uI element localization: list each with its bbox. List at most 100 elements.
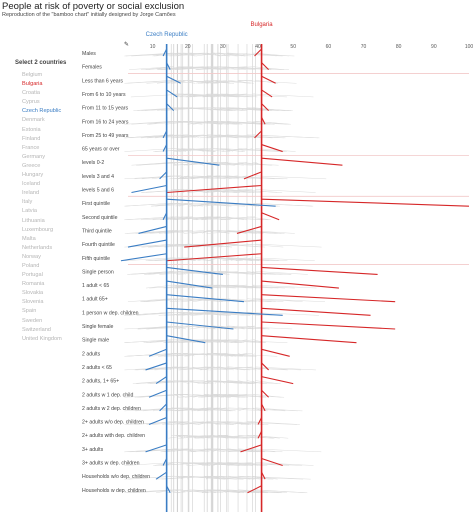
bg-country-stem (167, 312, 212, 316)
bg-country-stem (190, 175, 213, 180)
country-item-greece[interactable]: Greece (22, 162, 41, 169)
bulgaria-value-stem (166, 184, 262, 194)
bg-country-stem (255, 161, 262, 166)
bg-country-stem (226, 325, 237, 330)
country-item-denmark[interactable]: Denmark (22, 117, 45, 124)
bg-country-stem (238, 475, 311, 480)
bg-country-stem (207, 448, 258, 453)
bg-country-stem (177, 312, 250, 316)
czech-republic-value-stem (166, 266, 223, 275)
category-label: 3+ adults w dep. children (82, 461, 140, 467)
country-item-hungary[interactable]: Hungary (22, 172, 44, 179)
country-item-latvia[interactable]: Latvia (22, 208, 37, 215)
bulgaria-value-stem (254, 130, 262, 139)
bg-country-stem (124, 257, 174, 261)
category-label: From 11 to 15 years (82, 106, 128, 112)
country-item-netherlands[interactable]: Netherlands (22, 244, 53, 251)
czech-republic-value-stem (162, 458, 168, 466)
bg-country-stem (195, 80, 208, 84)
category-label: Fourth quintile (82, 242, 115, 248)
country-item-luxembourg[interactable]: Luxembourg (22, 226, 54, 233)
country-item-lithuania[interactable]: Lithuania (22, 217, 45, 224)
bg-country-stem (255, 257, 315, 261)
bg-country-stem (195, 66, 256, 70)
bg-country-stem (246, 216, 271, 221)
country-item-poland[interactable]: Poland (22, 262, 40, 269)
country-item-ireland[interactable]: Ireland (22, 190, 40, 197)
x-tick-label: 30 (220, 44, 226, 50)
bg-country-stem (153, 462, 178, 466)
bg-country-stem (188, 475, 244, 480)
bg-country-stem (228, 257, 288, 261)
bg-country-stem (207, 421, 249, 425)
czech-republic-value-stem (145, 362, 167, 371)
bg-country-stem (171, 66, 218, 70)
bg-country-stem (211, 394, 256, 398)
country-item-germany[interactable]: Germany (22, 153, 46, 160)
country-item-croatia[interactable]: Croatia (22, 90, 41, 97)
bulgaria-value-stem (261, 403, 266, 412)
country-item-slovakia[interactable]: Slovakia (22, 290, 44, 297)
bulgaria-value-stem (257, 417, 263, 425)
bg-country-stem (207, 121, 220, 125)
bg-country-stem (224, 353, 253, 357)
bg-country-stem (207, 366, 251, 371)
bg-country-stem (169, 298, 212, 302)
category-label: 1 adult 65+ (82, 297, 108, 303)
bg-country-stem (177, 339, 243, 343)
country-item-italy[interactable]: Italy (22, 199, 33, 206)
category-label: Males (82, 51, 96, 57)
country-item-iceland[interactable]: Iceland (22, 181, 41, 188)
bg-country-stem (211, 148, 244, 152)
bg-country-stem (182, 189, 208, 193)
bg-country-stem (252, 475, 278, 480)
bg-country-stem (228, 121, 240, 125)
country-item-spain[interactable]: Spain (22, 308, 37, 315)
bg-country-stem (228, 243, 266, 248)
bg-country-stem (238, 489, 288, 494)
bg-country-stem (124, 202, 174, 207)
country-item-united-kingdom[interactable]: United Kingdom (22, 335, 62, 342)
country-item-portugal[interactable]: Portugal (22, 272, 43, 279)
bulgaria-value-stem (261, 266, 378, 275)
country-item-france[interactable]: France (22, 144, 40, 151)
country-item-malta[interactable]: Malta (22, 235, 36, 242)
country-item-estonia[interactable]: Estonia (22, 126, 41, 133)
bg-country-stem (162, 421, 178, 425)
bg-country-stem (145, 366, 178, 371)
bg-country-stem (173, 421, 199, 425)
category-label: levels 0-2 (82, 160, 104, 166)
bg-country-stem (211, 52, 246, 57)
country-item-switzerland[interactable]: Switzerland (22, 326, 51, 333)
country-item-romania[interactable]: Romania (22, 281, 45, 288)
bg-country-stem (207, 489, 279, 494)
country-item-cyprus[interactable]: Cyprus (22, 99, 40, 106)
bg-country-stem (252, 66, 284, 70)
bg-country-stem (252, 93, 314, 98)
czech-republic-value-stem (166, 89, 178, 98)
bg-country-stem (182, 121, 230, 125)
czech-republic-value-stem (162, 48, 168, 57)
bg-country-stem (180, 434, 208, 439)
bg-country-stem (211, 121, 238, 125)
bg-country-stem (138, 394, 189, 398)
bg-country-stem (124, 489, 172, 494)
bg-country-stem (173, 52, 208, 57)
bg-country-stem (124, 175, 178, 180)
bulgaria-value-stem (261, 471, 266, 480)
bg-country-stem (246, 230, 295, 234)
country-item-norway[interactable]: Norway (22, 253, 41, 260)
ruler-icon[interactable]: ✎ (124, 41, 129, 48)
category-label: From 16 to 24 years (82, 119, 129, 125)
bg-country-stem (255, 489, 308, 494)
country-item-slovenia[interactable]: Slovenia (22, 299, 44, 306)
country-item-finland[interactable]: Finland (22, 135, 41, 142)
x-tick-label: 40 (255, 44, 261, 50)
country-item-bulgaria[interactable]: Bulgaria (22, 81, 43, 88)
bg-country-stem (255, 407, 298, 412)
country-item-belgium[interactable]: Belgium (22, 72, 43, 78)
chart-subtitle: Reproduction of the "bamboo chart" initi… (2, 12, 176, 18)
country-item-czech-republic[interactable]: Czech Republic (22, 108, 62, 115)
bg-country-stem (252, 107, 285, 111)
country-item-sweden[interactable]: Sweden (22, 317, 43, 324)
